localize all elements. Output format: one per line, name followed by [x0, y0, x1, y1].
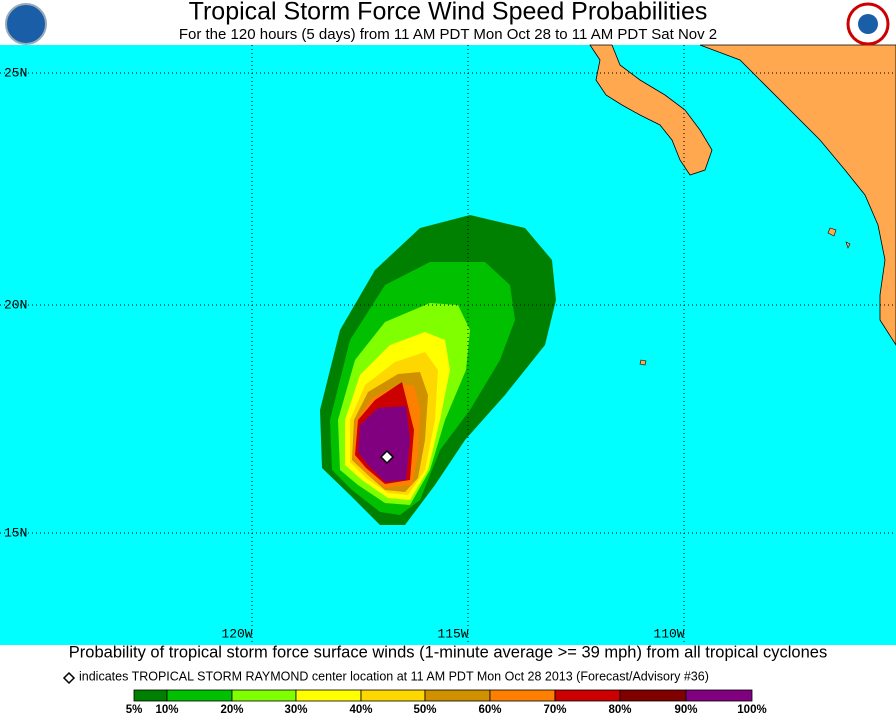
storm-center	[379, 449, 395, 465]
nws-logo-inner	[858, 14, 878, 34]
legend-label: 80%	[608, 704, 631, 716]
legend-swatch	[424, 689, 491, 702]
legend-label: 100%	[737, 704, 766, 716]
lat-label: 20N	[4, 297, 27, 312]
lon-label: 120W	[221, 626, 252, 641]
legend-swatch	[619, 689, 687, 702]
lat-label: 25N	[4, 65, 27, 80]
legend-swatch	[133, 689, 168, 702]
legend-label: 50%	[413, 704, 436, 716]
legend-label: 5%	[126, 704, 143, 716]
center-symbol	[62, 671, 76, 685]
note: indicates TROPICAL STORM RAYMOND center …	[79, 669, 709, 683]
legend-label: 60%	[478, 704, 501, 716]
subtitle: For the 120 hours (5 days) from 11 AM PD…	[179, 26, 717, 43]
legend-swatch	[166, 689, 233, 702]
legend-swatch	[554, 689, 621, 702]
legend-swatch	[685, 689, 753, 702]
lon-label: 110W	[653, 626, 684, 641]
noaa-logo	[5, 3, 47, 45]
caption: Probability of tropical storm force surf…	[69, 643, 827, 661]
legend-label: 30%	[284, 704, 307, 716]
legend-swatch	[489, 689, 556, 702]
legend-swatch	[295, 689, 362, 702]
mexico-mainland	[699, 44, 896, 346]
legend-label: 40%	[349, 704, 372, 716]
legend: 5% 10% 20% 30% 40% 50% 60% 70% 80% 90% 100%	[126, 689, 767, 716]
baja-peninsula	[589, 44, 713, 176]
legend-label: 90%	[674, 704, 697, 716]
islands	[639, 227, 851, 366]
lon-label: 115W	[437, 626, 468, 641]
contour-100	[358, 406, 410, 482]
title: Tropical Storm Force Wind Speed Probabil…	[189, 0, 708, 26]
lat-label: 15N	[4, 525, 27, 540]
legend-label: 70%	[543, 704, 566, 716]
legend-label: 20%	[220, 704, 243, 716]
legend-label: 10%	[155, 704, 178, 716]
legend-swatch	[360, 689, 426, 702]
legend-swatch	[231, 689, 297, 702]
